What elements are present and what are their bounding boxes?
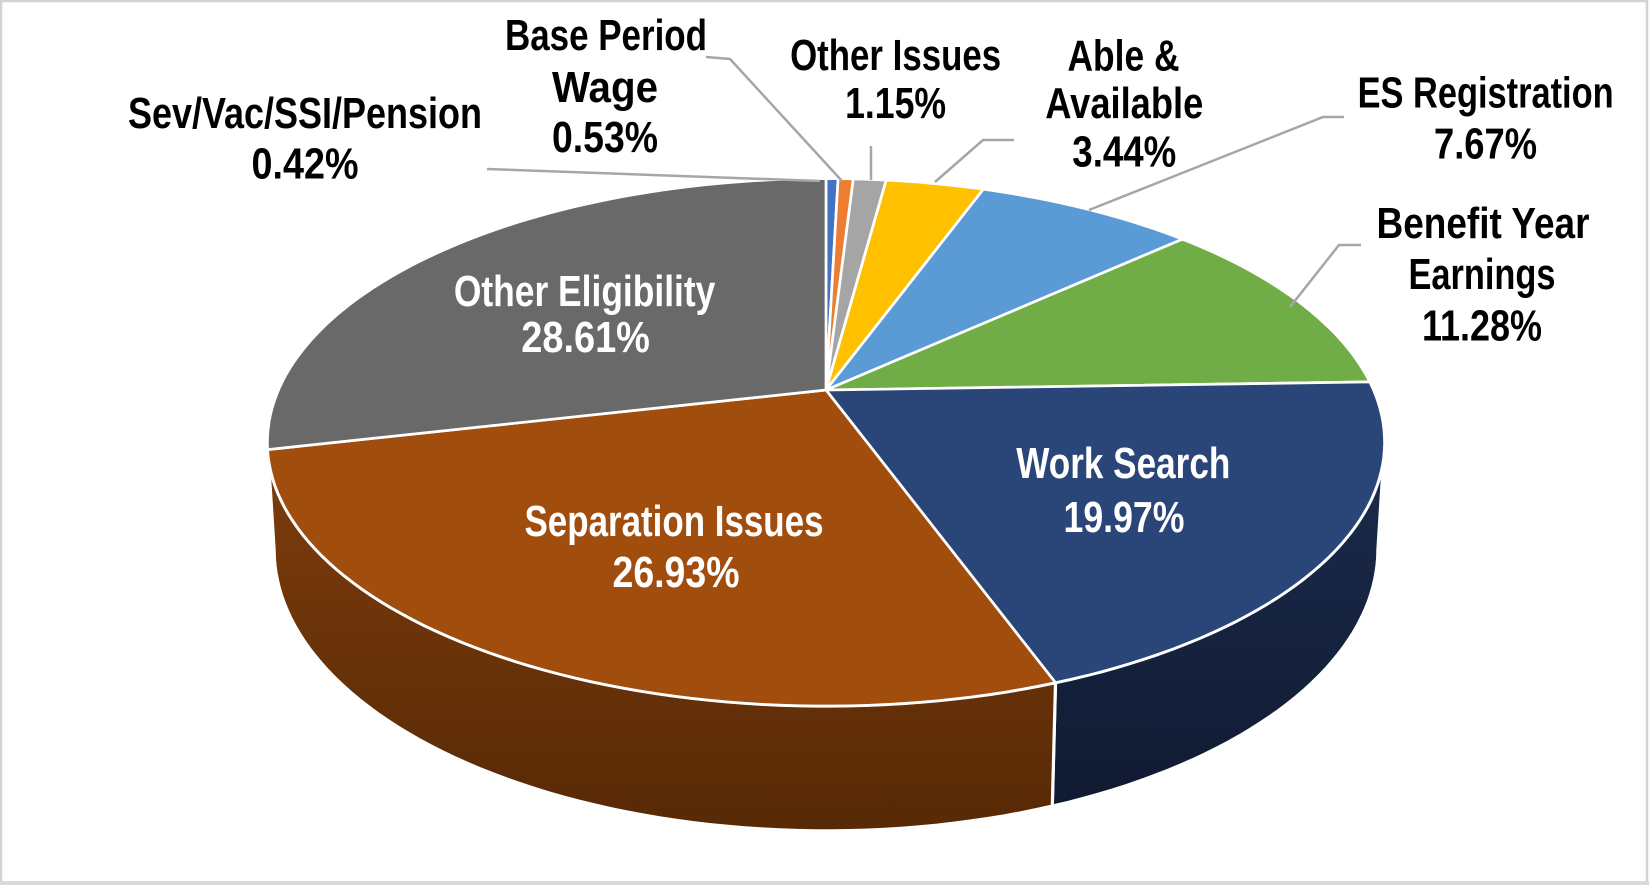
svg-text:Benefit Year: Benefit Year (1377, 199, 1590, 248)
svg-text:26.93%: 26.93% (613, 548, 740, 597)
svg-text:Earnings: Earnings (1409, 250, 1556, 299)
svg-text:0.53%: 0.53% (552, 113, 658, 162)
svg-text:Available: Available (1045, 79, 1203, 128)
svg-text:28.61%: 28.61% (521, 313, 650, 362)
svg-text:7.67%: 7.67% (1434, 119, 1537, 168)
svg-text:ES Registration: ES Registration (1358, 69, 1614, 118)
svg-text:Base Period: Base Period (505, 11, 707, 60)
svg-text:Work Search: Work Search (1016, 439, 1230, 488)
svg-text:Sev/Vac/SSI/Pension: Sev/Vac/SSI/Pension (128, 89, 482, 138)
svg-text:0.42%: 0.42% (252, 140, 359, 189)
svg-text:19.97%: 19.97% (1064, 493, 1185, 542)
svg-text:Other Issues: Other Issues (790, 31, 1001, 80)
svg-text:Other Eligibility: Other Eligibility (454, 267, 716, 316)
svg-text:Wage: Wage (552, 63, 658, 112)
svg-text:Separation Issues: Separation Issues (525, 497, 824, 546)
svg-text:11.28%: 11.28% (1422, 302, 1542, 351)
svg-text:3.44%: 3.44% (1072, 128, 1176, 177)
svg-text:1.15%: 1.15% (845, 79, 946, 128)
svg-text:Able &: Able & (1068, 32, 1180, 81)
